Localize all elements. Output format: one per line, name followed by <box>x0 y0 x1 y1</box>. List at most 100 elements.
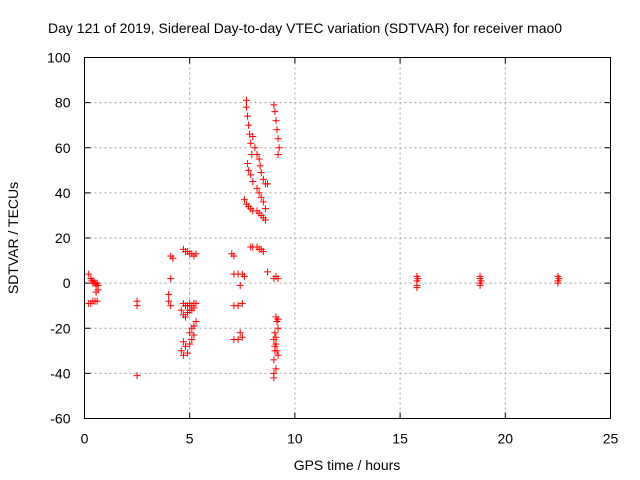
data-point <box>274 315 282 323</box>
x-axis-label: GPS time / hours <box>294 457 401 473</box>
data-points <box>85 96 563 382</box>
data-point <box>165 290 173 298</box>
data-point <box>264 268 272 276</box>
grid <box>84 57 611 419</box>
data-point <box>247 171 255 179</box>
data-point <box>271 329 279 337</box>
data-point <box>274 324 282 332</box>
data-point <box>177 306 185 314</box>
data-point <box>251 144 259 152</box>
data-point <box>244 160 252 168</box>
data-point <box>93 297 101 305</box>
data-point <box>259 248 267 256</box>
y-tick-label: 60 <box>55 140 71 156</box>
data-point <box>190 304 198 312</box>
x-tick-label: 15 <box>392 431 408 447</box>
data-point <box>272 117 280 125</box>
x-tick-label: 0 <box>81 431 89 447</box>
y-tick-label: 0 <box>63 275 71 291</box>
data-point <box>234 336 242 344</box>
data-point <box>179 351 187 359</box>
data-point <box>234 302 242 310</box>
data-point <box>249 132 257 140</box>
data-point <box>192 250 200 258</box>
data-point <box>271 108 279 116</box>
data-point <box>257 169 265 177</box>
data-point <box>236 281 244 289</box>
data-point <box>270 356 278 364</box>
x-tick-label: 20 <box>498 431 514 447</box>
data-point <box>274 151 282 159</box>
data-point <box>253 184 261 192</box>
data-point <box>186 340 194 348</box>
data-point <box>413 284 421 292</box>
y-tick-label: -60 <box>50 411 70 427</box>
data-point <box>85 299 93 307</box>
data-point <box>274 275 282 283</box>
data-point <box>554 279 562 287</box>
data-point <box>181 342 189 350</box>
chart-title: Day 121 of 2019, Sidereal Day-to-day VTE… <box>48 20 562 36</box>
data-point <box>94 286 102 294</box>
y-axis-ticks: -60 -40 -20 0 20 40 60 80 100 <box>47 50 611 427</box>
data-point <box>167 275 175 283</box>
data-point <box>177 347 185 355</box>
data-point <box>270 374 278 382</box>
data-point <box>264 180 272 188</box>
data-point <box>249 178 257 186</box>
data-point <box>274 135 282 143</box>
data-point <box>247 139 255 147</box>
data-point <box>167 302 175 310</box>
data-point <box>259 175 267 183</box>
data-point <box>236 329 244 337</box>
data-point <box>476 281 484 289</box>
data-point <box>256 162 264 170</box>
data-point <box>275 144 283 152</box>
data-point <box>243 103 251 111</box>
data-point <box>184 349 192 357</box>
data-point <box>255 189 263 197</box>
data-point <box>272 365 280 373</box>
data-point <box>188 336 196 344</box>
data-point <box>253 151 261 159</box>
data-point <box>414 275 422 283</box>
data-point <box>555 275 563 283</box>
y-tick-label: -20 <box>50 320 70 336</box>
data-point <box>192 299 200 307</box>
y-axis-label: SDTVAR / TECUs <box>5 182 21 294</box>
y-tick-label: 20 <box>55 230 71 246</box>
data-point <box>240 272 248 280</box>
data-point <box>245 166 253 174</box>
data-point <box>274 351 282 359</box>
data-point <box>238 299 246 307</box>
data-point <box>133 302 141 310</box>
data-point <box>273 126 281 134</box>
data-point <box>259 198 267 206</box>
data-point <box>188 324 196 332</box>
data-point <box>240 196 248 204</box>
data-point <box>272 333 280 341</box>
data-point <box>179 338 187 346</box>
y-tick-label: 40 <box>55 185 71 201</box>
y-tick-label: 100 <box>47 50 71 66</box>
data-point <box>85 270 93 278</box>
data-point <box>271 342 279 350</box>
x-tick-label: 25 <box>603 431 619 447</box>
data-point <box>270 101 278 109</box>
x-axis-ticks: 0 5 10 15 20 25 <box>81 57 619 447</box>
data-point <box>257 193 265 201</box>
data-point <box>244 112 252 120</box>
y-tick-label: -40 <box>50 365 70 381</box>
data-point <box>190 331 198 339</box>
data-point <box>238 333 246 341</box>
data-point <box>230 252 238 260</box>
data-point <box>243 96 251 104</box>
data-point <box>186 329 194 337</box>
plot-frame <box>84 57 611 419</box>
data-point <box>261 205 269 213</box>
x-tick-label: 5 <box>186 431 194 447</box>
data-point <box>169 254 177 262</box>
x-tick-label: 10 <box>287 431 303 447</box>
data-point <box>165 297 173 305</box>
